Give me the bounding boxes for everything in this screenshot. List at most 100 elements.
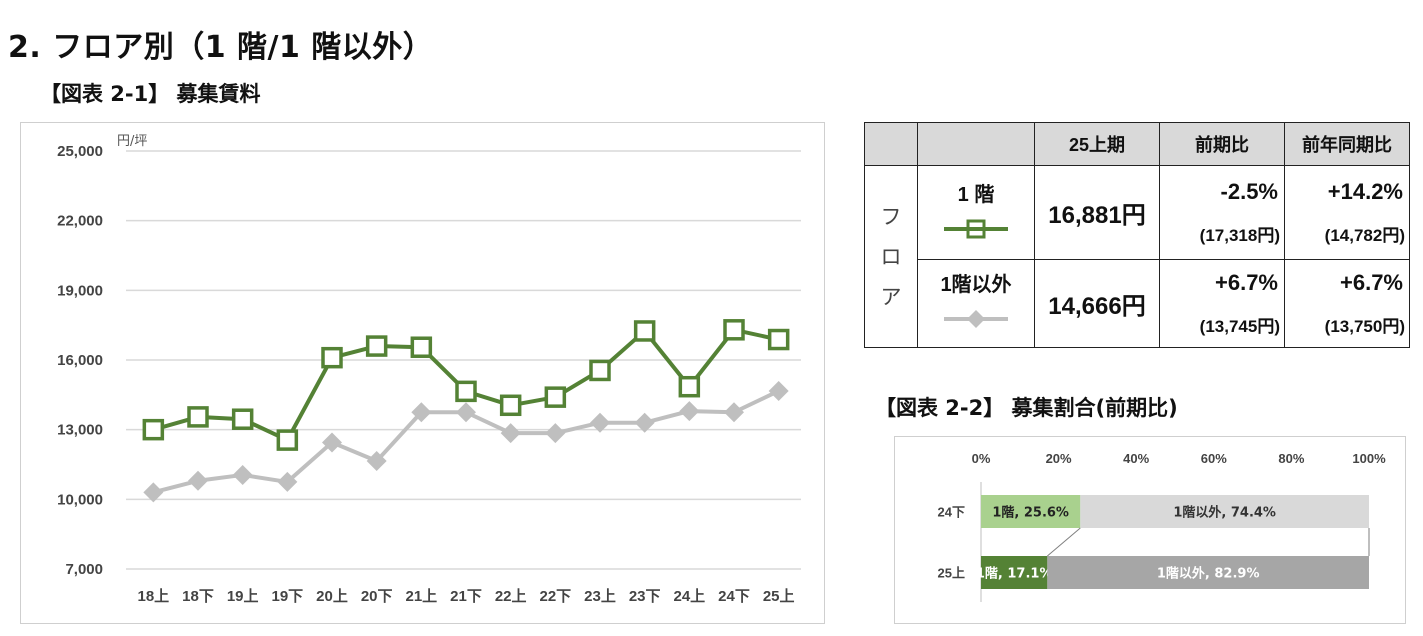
floor-group-char-2: ロ xyxy=(880,244,902,269)
data-point-diamond xyxy=(456,402,476,423)
data-point-diamond xyxy=(500,423,521,444)
row-other-qoq: +6.7% xyxy=(1215,270,1278,295)
row-other-yoy-prev: (13,750円) xyxy=(1324,317,1405,336)
series-connector xyxy=(1047,527,1081,557)
data-point-square xyxy=(767,328,790,351)
stacked-bar-segment xyxy=(981,495,1081,528)
rent-line-chart-svg: 円/坪 7,000 10,000 13,000 16,000 19,000 22,000 2… xyxy=(57,134,801,605)
y-tick-label: 7,000 xyxy=(65,561,103,578)
header-yoy: 前年同期比 xyxy=(1284,122,1410,166)
x-tick-label: 100% xyxy=(1352,451,1386,466)
row-other-label-cell: 1階以外 xyxy=(917,259,1035,348)
data-point-square xyxy=(633,320,656,342)
header-qoq: 前期比 xyxy=(1159,122,1285,166)
data-point-square xyxy=(321,346,343,369)
data-point-square xyxy=(142,418,165,441)
figure1-title: 【図表 2-1】 募集賃料 xyxy=(40,82,261,106)
data-label: 1階以外, 74.4% xyxy=(1173,505,1276,521)
y-tick-label: 10,000 xyxy=(57,491,103,508)
row-other-qoq-cell: +6.7% (13,745円) xyxy=(1159,259,1285,348)
y-tick-label: 13,000 xyxy=(57,422,103,439)
data-label: 1階, 17.1% xyxy=(976,566,1053,582)
category-label: 24下 xyxy=(938,505,965,520)
other-legend-icon xyxy=(944,310,1008,328)
data-point-square xyxy=(589,359,611,382)
data-point-diamond xyxy=(768,380,789,401)
x-tick-label: 21下 xyxy=(450,588,482,605)
x-tick-label: 19下 xyxy=(271,588,303,605)
data-point-diamond xyxy=(590,412,610,433)
summary-table: 25上期 前期比 前年同期比 フ ロ ア 1 階 16,881円 -2.5% (… xyxy=(864,122,1410,348)
x-tick-label: 19上 xyxy=(227,588,259,605)
data-label: 1階以外, 82.9% xyxy=(1157,566,1260,582)
table-corner-right xyxy=(917,122,1035,166)
data-point-diamond xyxy=(277,471,298,492)
x-tick-label: 18上 xyxy=(137,588,169,605)
x-tick-label: 40% xyxy=(1123,451,1149,466)
data-point-diamond xyxy=(322,432,342,453)
y-tick-label: 22,000 xyxy=(57,213,103,230)
floor-group-label: フ ロ ア xyxy=(864,165,918,348)
data-point-square xyxy=(678,375,701,398)
x-tick-label: 23下 xyxy=(629,588,661,605)
data-point-diamond xyxy=(232,464,253,485)
x-tick-label: 21上 xyxy=(405,588,437,605)
row-floor1-label-cell: 1 階 xyxy=(917,165,1035,260)
x-tick-label: 22上 xyxy=(495,588,527,605)
data-point-diamond xyxy=(679,401,700,422)
row-floor1-yoy-cell: +14.2% (14,782円) xyxy=(1284,165,1410,260)
stacked-bar-segment xyxy=(1047,556,1369,589)
row-floor1-label: 1 階 xyxy=(957,184,995,206)
table-corner-left xyxy=(864,122,918,166)
data-point-square xyxy=(187,406,209,428)
row-floor1-qoq-prev: (17,318円) xyxy=(1199,226,1280,245)
row-floor1-value: 16,881円 xyxy=(1034,165,1160,260)
data-point-square xyxy=(365,335,388,357)
x-tick-label: 60% xyxy=(1201,451,1227,466)
data-point-diamond xyxy=(143,482,164,503)
figure2-title: 【図表 2-2】 募集割合(前期比) xyxy=(875,396,1178,420)
floor1-legend-icon xyxy=(944,219,1008,239)
y-unit-label: 円/坪 xyxy=(117,134,147,149)
header-25-kami: 25上期 xyxy=(1034,122,1160,166)
row-other-label: 1階以外 xyxy=(940,274,1012,296)
data-label: 1階, 25.6% xyxy=(992,505,1069,521)
data-point-square xyxy=(544,386,567,408)
data-point-diamond xyxy=(188,470,208,491)
rent-line-chart: 円/坪 7,000 10,000 13,000 16,000 19,000 22,000 2… xyxy=(20,122,825,624)
row-other-yoy-cell: +6.7% (13,750円) xyxy=(1284,259,1410,348)
x-tick-label: 25上 xyxy=(763,588,795,605)
row-floor1-qoq: -2.5% xyxy=(1220,179,1278,204)
stacked-bar-segment xyxy=(1080,495,1369,528)
data-point-square xyxy=(723,319,745,341)
floor-group-char-1: フ xyxy=(880,204,902,229)
x-tick-label: 24上 xyxy=(673,588,705,605)
data-point-square xyxy=(455,380,477,403)
data-point-diamond xyxy=(545,423,566,444)
y-tick-label: 25,000 xyxy=(57,143,103,160)
section-title: 2. フロア別（1 階/1 階以外） xyxy=(8,30,434,65)
x-tick-label: 20下 xyxy=(361,588,393,605)
row-floor1-yoy: +14.2% xyxy=(1327,179,1403,204)
data-point-square xyxy=(499,394,522,417)
data-point-diamond xyxy=(411,402,432,423)
data-point-square xyxy=(276,429,299,451)
x-tick-label: 80% xyxy=(1278,451,1304,466)
row-floor1-yoy-prev: (14,782円) xyxy=(1324,226,1405,245)
x-tick-label: 22下 xyxy=(539,588,571,605)
share-bar-chart-svg: 0% 20% 40% 60% 80% 100% 24下 1階, 25.6% 1階以外, 74.4… xyxy=(938,451,1386,602)
y-tick-label: 19,000 xyxy=(57,282,103,299)
x-tick-label: 24下 xyxy=(718,588,750,605)
data-point-square xyxy=(410,336,433,358)
floor-group-char-3: ア xyxy=(880,284,902,309)
row-other-yoy: +6.7% xyxy=(1340,270,1403,295)
data-point-diamond xyxy=(634,412,655,433)
data-point-diamond xyxy=(366,451,387,472)
x-tick-label: 20上 xyxy=(316,588,348,605)
y-tick-label: 16,000 xyxy=(57,352,103,369)
row-other-value: 14,666円 xyxy=(1034,259,1160,348)
share-bar-chart: 0% 20% 40% 60% 80% 100% 24下 1階, 25.6% 1階以外, 74.4… xyxy=(894,436,1406,624)
data-point-diamond xyxy=(724,402,744,423)
category-label: 25上 xyxy=(938,566,965,581)
x-tick-label: 23上 xyxy=(584,588,616,605)
